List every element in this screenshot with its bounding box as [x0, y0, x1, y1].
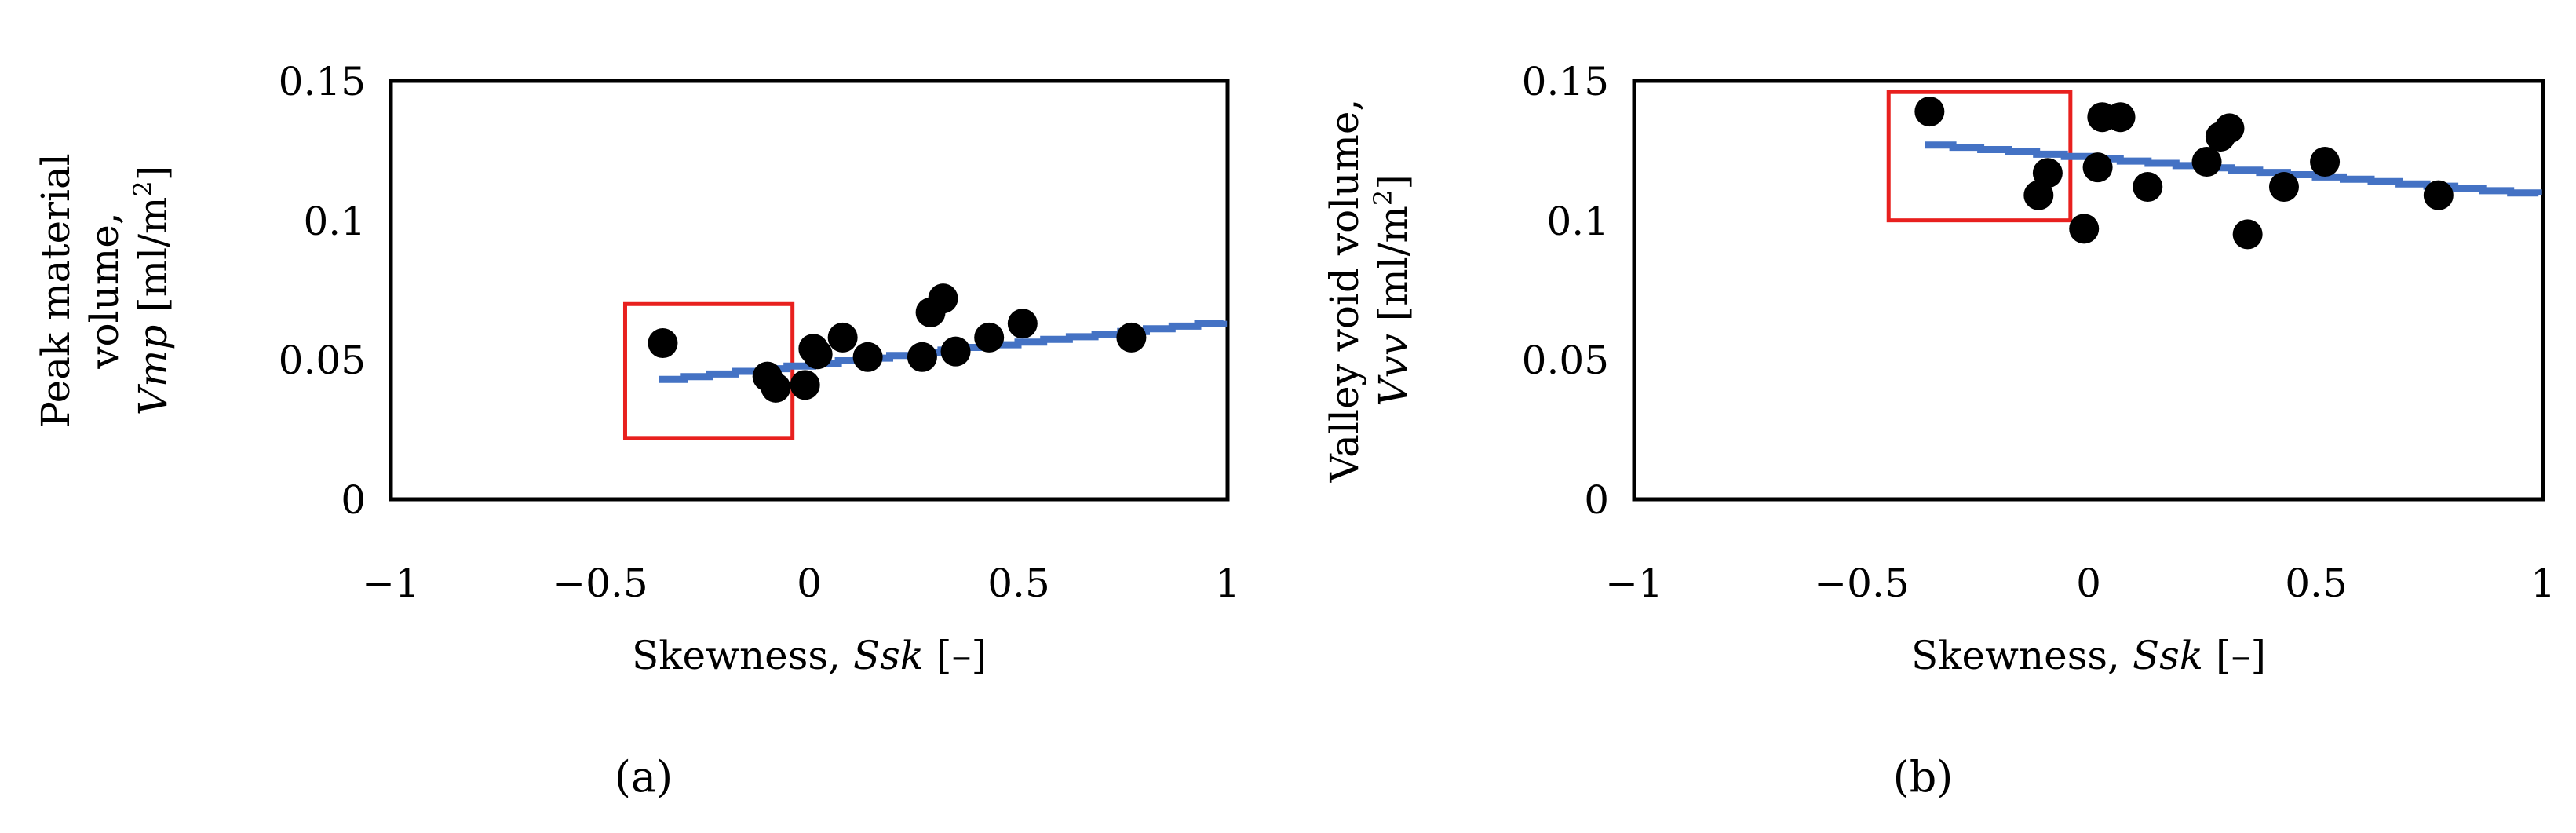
panel-label-a: (a) [615, 752, 673, 802]
data-point [2023, 180, 2054, 210]
y-tick-label: 0.15 [1522, 59, 1609, 104]
data-point [761, 372, 791, 403]
data-point [2423, 180, 2454, 210]
data-marks-b [1886, 90, 2542, 250]
x-tick-label: 0 [2076, 561, 2101, 606]
data-point [2032, 158, 2063, 188]
data-point [852, 342, 883, 372]
data-point [1007, 309, 1038, 339]
x-tick-label: 0 [797, 561, 822, 606]
y-axis-label-b: Valley void volume, Vvv [ml/m2] [1322, 99, 1416, 484]
highlight-box [622, 301, 795, 440]
data-point [2310, 147, 2341, 177]
y-axis-label-line2: Vvv [ml/m2] [1368, 174, 1416, 407]
x-tick-label: 1 [2530, 561, 2556, 606]
data-point [2082, 152, 2113, 183]
data-point [2069, 214, 2100, 244]
x-tick-label: −1 [362, 561, 420, 606]
x-axis-label-a: Skewness, Ssk [–] [632, 633, 987, 678]
data-point [2105, 102, 2136, 133]
y-tick-labels-a: 0 0.05 0.1 0.15 [279, 59, 366, 523]
plot-area-a [389, 79, 1230, 502]
data-point [790, 370, 820, 400]
data-marks-a [622, 283, 1228, 440]
data-point [1116, 322, 1147, 353]
x-tick-labels-a: −1 −0.5 0 0.5 1 [362, 561, 1240, 606]
x-tick-label: 1 [1215, 561, 1240, 606]
data-point [802, 339, 833, 370]
y-tick-label: 0.1 [1546, 199, 1609, 244]
data-point [940, 336, 971, 367]
data-point [2232, 219, 2263, 250]
y-axis-label-line3: Vmp [ml/m2] [128, 166, 176, 415]
data-point [2191, 147, 2222, 177]
y-tick-label: 0.1 [303, 199, 366, 244]
y-axis-label-a: Peak material volume, Vmp [ml/m2] [33, 153, 176, 428]
y-tick-label: 0.05 [1522, 338, 1609, 383]
chart-panel-a: 0 0.05 0.1 0.15 −1 −0.5 0 0.5 1 Skewness… [33, 59, 1240, 802]
data-point [1914, 97, 1945, 127]
y-tick-labels-b: 0 0.05 0.1 0.15 [1522, 59, 1609, 523]
data-point [907, 342, 937, 372]
x-tick-label: −0.5 [1814, 561, 1909, 606]
data-point [2133, 172, 2163, 203]
y-axis-label-line1: Valley void volume, [1322, 99, 1367, 484]
plot-area-b [1632, 79, 2545, 502]
x-tick-label: 0.5 [987, 561, 1050, 606]
y-tick-label: 0.15 [279, 59, 366, 104]
chart-panel-b: 0 0.05 0.1 0.15 −1 −0.5 0 0.5 1 Skewness… [1322, 59, 2556, 802]
data-point [974, 322, 1005, 353]
x-tick-label: 0.5 [2285, 561, 2348, 606]
data-point [928, 283, 958, 314]
x-tick-label: −0.5 [553, 561, 648, 606]
x-tick-labels-b: −1 −0.5 0 0.5 1 [1605, 561, 2556, 606]
data-point [827, 322, 858, 353]
y-tick-label: 0 [341, 477, 366, 523]
data-point [648, 328, 678, 359]
data-point [2214, 113, 2245, 144]
x-axis-label-b: Skewness, Ssk [–] [1911, 633, 2266, 678]
panel-label-b: (b) [1893, 752, 1954, 802]
y-tick-label: 0 [1584, 477, 1609, 523]
y-axis-label-line1: Peak material [33, 153, 78, 428]
x-tick-label: −1 [1605, 561, 1663, 606]
y-tick-label: 0.05 [279, 338, 366, 383]
data-point [2268, 172, 2299, 203]
y-axis-label-line2: volume, [82, 212, 127, 369]
